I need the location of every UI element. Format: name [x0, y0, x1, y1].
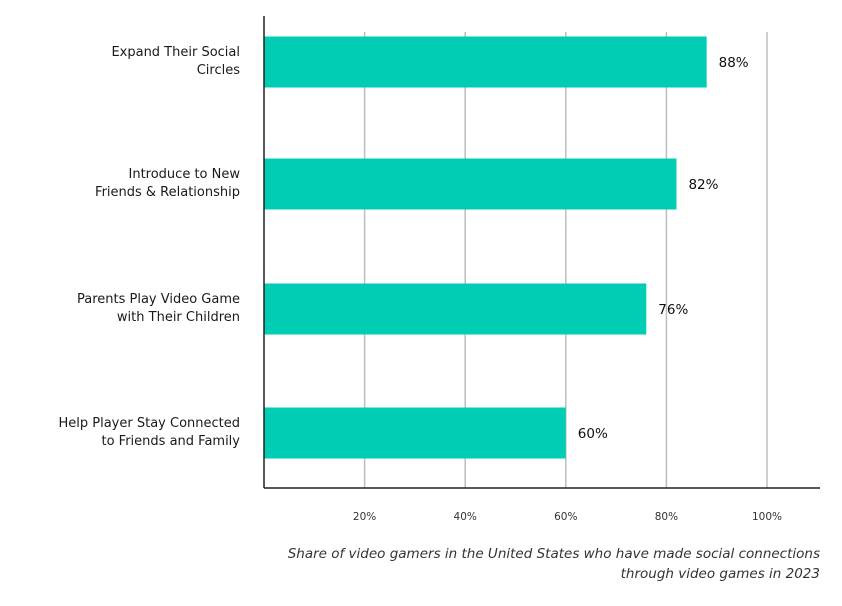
category-label-line: to Friends and Family	[101, 434, 241, 449]
bar-value-label: 60%	[578, 426, 608, 442]
category-label-line: Help Player Stay Connected	[58, 416, 241, 431]
category-label-line: Parents Play Video Game	[76, 292, 240, 307]
x-tick-label: 40%	[454, 511, 477, 523]
x-tick-label: 60%	[554, 511, 577, 523]
category-label: Parents Play Video Game with Their Childr…	[0, 291, 240, 327]
category-label: Expand Their Social Circles	[0, 44, 240, 80]
category-label-line: Expand Their Social	[111, 45, 240, 60]
caption-line-2: through video games in 2023	[620, 566, 820, 582]
bar	[264, 283, 647, 335]
category-label: Help Player Stay Connected to Friends and…	[0, 415, 241, 451]
bar-value-label: 82%	[688, 177, 718, 193]
bar	[264, 36, 707, 88]
bar	[264, 158, 677, 210]
bar-value-label: 88%	[719, 55, 749, 71]
bar	[264, 407, 566, 459]
category-label-line: Introduce to New	[128, 167, 241, 182]
x-tick-label: 100%	[752, 511, 782, 523]
bar-value-label: 76%	[658, 302, 688, 318]
x-tick-label: 20%	[353, 511, 376, 523]
category-label: Introduce to New Friends & Relationship	[0, 166, 240, 202]
chart-caption: Share of video gamers in the United Stat…	[200, 544, 820, 584]
category-label-line: Circles	[196, 63, 240, 78]
category-label-line: Friends & Relationship	[95, 185, 240, 200]
x-tick-label: 80%	[655, 511, 678, 523]
category-label-line: with Their Children	[116, 310, 240, 325]
caption-line-1: Share of video gamers in the United Stat…	[287, 546, 820, 562]
